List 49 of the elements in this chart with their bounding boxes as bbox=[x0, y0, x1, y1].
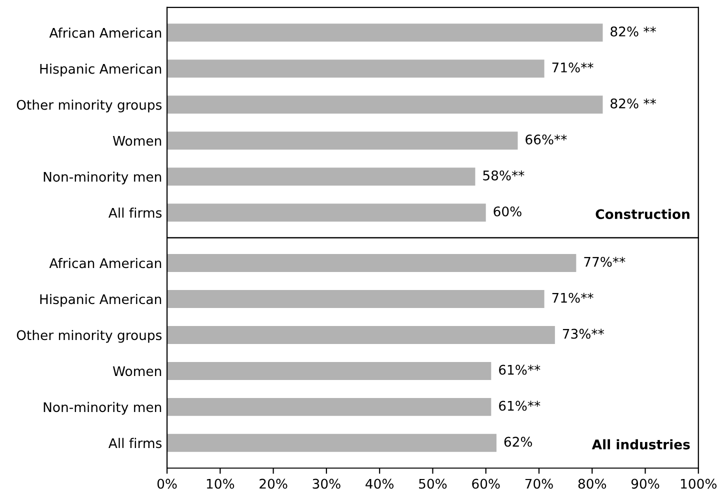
bar bbox=[167, 254, 576, 272]
bar bbox=[167, 60, 544, 78]
y-tick-label: African American bbox=[49, 28, 162, 38]
bar bbox=[167, 434, 496, 452]
x-tick-label: 80% bbox=[578, 478, 606, 489]
data-label: 82% ** bbox=[610, 98, 656, 108]
bar bbox=[167, 168, 476, 186]
data-label: 73%** bbox=[562, 328, 604, 339]
bar bbox=[167, 398, 492, 416]
x-tick-label: 90% bbox=[631, 478, 660, 489]
x-tick-label: 100% bbox=[680, 478, 717, 489]
data-label: 58%** bbox=[483, 170, 524, 180]
x-tick-label: 50% bbox=[419, 478, 447, 489]
y-tick-label: Hispanic American bbox=[40, 294, 162, 307]
data-label: 71%** bbox=[552, 62, 594, 72]
data-label: 61%** bbox=[499, 400, 540, 411]
x-tick-label: 30% bbox=[312, 478, 340, 489]
bar bbox=[167, 24, 603, 42]
data-label: 60% bbox=[494, 206, 522, 216]
bar bbox=[167, 96, 603, 114]
data-label: 62% bbox=[504, 436, 532, 447]
bar bbox=[167, 362, 492, 380]
x-tick-label: 10% bbox=[206, 478, 234, 489]
data-label: 66%** bbox=[526, 134, 567, 144]
annotation: All industries bbox=[592, 439, 690, 450]
annotation: Construction bbox=[596, 208, 690, 220]
y-tick-label: Non-minority men bbox=[44, 172, 162, 184]
x-tick-label: 40% bbox=[366, 478, 394, 489]
y-tick-label: Hispanic American bbox=[40, 64, 162, 76]
x-tick-label: 0% bbox=[157, 478, 177, 489]
bar bbox=[167, 132, 518, 150]
data-label: 61%** bbox=[499, 364, 540, 375]
y-tick-label: Non-minority men bbox=[44, 402, 162, 415]
y-tick-label: African American bbox=[49, 258, 162, 268]
y-tick-label: Other minority groups bbox=[16, 330, 162, 343]
x-tick-label: 70% bbox=[525, 478, 553, 489]
y-tick-label: All firms bbox=[108, 208, 162, 218]
bar bbox=[167, 290, 544, 308]
y-tick-label: Women bbox=[112, 366, 162, 376]
y-tick-label: Other minority groups bbox=[16, 100, 162, 112]
data-label: 82% ** bbox=[610, 26, 656, 36]
data-label: 71%** bbox=[552, 292, 594, 303]
y-tick-label: Women bbox=[112, 136, 162, 146]
y-tick-label: All firms bbox=[108, 438, 162, 448]
x-tick-label: 60% bbox=[472, 478, 500, 489]
data-label: 77%** bbox=[584, 256, 626, 267]
x-tick-label: 20% bbox=[260, 478, 288, 489]
bar bbox=[167, 326, 555, 344]
bar bbox=[167, 204, 486, 222]
